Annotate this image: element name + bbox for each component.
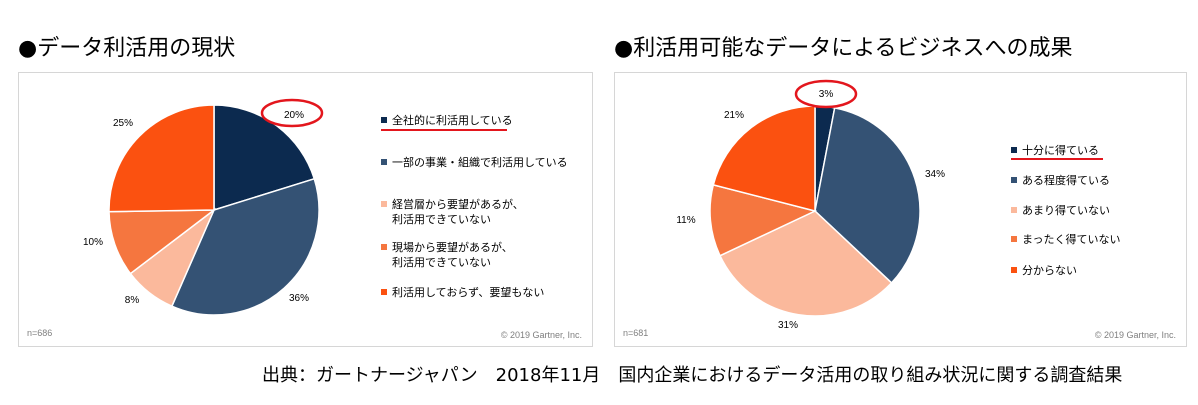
- left-pie-slice: [108, 104, 215, 213]
- left-legend-swatch: [381, 117, 387, 123]
- right-slice-value-label: 34%: [925, 169, 945, 180]
- right-legend-item: 十分に得ている: [1011, 143, 1099, 158]
- right-sample-size: n=681: [623, 328, 649, 338]
- left-pie-slice: [170, 177, 320, 316]
- right-slice-value-label: 11%: [676, 215, 695, 226]
- right-pie-slice: [709, 183, 818, 257]
- left-highlight-underline: [381, 129, 507, 131]
- source-note: 出典：ガートナージャパン 2018年11月 国内企業におけるデータ活用の取り組み…: [262, 365, 1123, 386]
- left-legend-label-line2: 利活用できていない: [392, 213, 491, 226]
- left-slice-value-label: 8%: [125, 295, 140, 306]
- left-legend-label: 経営層から要望があるが、: [392, 198, 524, 211]
- right-legend-item: ある程度得ている: [1011, 173, 1110, 188]
- left-legend-swatch: [381, 201, 387, 207]
- right-legend-label: 分からない: [1022, 264, 1077, 277]
- right-pie-slice: [712, 105, 816, 212]
- right-chart-heading: ●利活用可能なデータによるビジネスへの成果: [614, 36, 1073, 61]
- left-highlight-circle: [260, 98, 324, 128]
- right-legend-item: あまり得ていない: [1011, 203, 1110, 218]
- left-slice-value-label: 10%: [83, 237, 103, 248]
- left-legend-label-line2: 利活用できていない: [392, 256, 491, 269]
- left-pie-slice: [213, 104, 316, 212]
- left-pie-chart: 20% 36% 8% 10% 25%: [83, 98, 324, 316]
- right-highlight-underline: [1011, 158, 1103, 160]
- left-copyright: © 2019 Gartner, Inc.: [500, 330, 582, 340]
- right-slice-value-label: 21%: [724, 110, 744, 121]
- right-legend-item: 分からない: [1011, 263, 1077, 278]
- left-chart-panel: 20% 36% 8% 10% 25% 全社的に利活用している一部の事業・組織で利活用して…: [18, 72, 593, 347]
- right-legend-swatch: [1011, 267, 1017, 273]
- right-pie-slice: [718, 210, 893, 317]
- right-legend-label: まったく得ていない: [1022, 233, 1121, 246]
- right-legend-swatch: [1011, 207, 1017, 213]
- left-slice-value-label: 36%: [289, 293, 309, 304]
- left-legend-swatch: [381, 244, 387, 250]
- left-legend-label: 全社的に利活用している: [392, 114, 513, 127]
- right-legend-item: まったく得ていない: [1011, 232, 1121, 247]
- left-legend-item: 経営層から要望があるが、 利活用できていない: [381, 197, 524, 227]
- right-slice-value-label: 31%: [778, 320, 798, 331]
- right-pie-slice: [814, 106, 921, 284]
- right-chart-panel: 3% 34% 31% 11% 21% 十分に得ている ある程度得ている あまり得ていない まっ…: [614, 72, 1187, 347]
- right-legend-label: あまり得ていない: [1022, 204, 1110, 217]
- left-legend-swatch: [381, 159, 387, 165]
- left-slice-value-label: 20%: [284, 110, 304, 121]
- right-legend-swatch: [1011, 177, 1017, 183]
- right-slice-value-label: 3%: [819, 89, 834, 100]
- left-legend-label: 利活用しておらず、要望もない: [392, 286, 545, 299]
- left-chart-heading: ●データ利活用の現状: [18, 36, 236, 61]
- right-legend-label: 十分に得ている: [1022, 144, 1099, 157]
- left-legend-swatch: [381, 289, 387, 295]
- right-copyright: © 2019 Gartner, Inc.: [1094, 330, 1176, 340]
- right-legend-swatch: [1011, 236, 1017, 242]
- right-legend-swatch: [1011, 147, 1017, 153]
- left-slice-value-label: 25%: [113, 118, 133, 129]
- left-legend-item: 現場から要望があるが、 利活用できていない: [381, 240, 513, 270]
- left-legend-item: 全社的に利活用している: [381, 113, 513, 128]
- left-sample-size: n=686: [27, 328, 53, 338]
- left-legend-item: 利活用しておらず、要望もない: [381, 285, 544, 300]
- right-highlight-circle: [794, 79, 858, 109]
- right-pie-chart: 3% 34% 31% 11% 21%: [676, 79, 945, 331]
- left-legend-item: 一部の事業・組織で利活用している: [381, 155, 568, 170]
- left-legend-label: 現場から要望があるが、: [392, 241, 513, 254]
- left-legend-label: 一部の事業・組織で利活用している: [392, 156, 568, 169]
- right-legend-label: ある程度得ている: [1022, 174, 1110, 187]
